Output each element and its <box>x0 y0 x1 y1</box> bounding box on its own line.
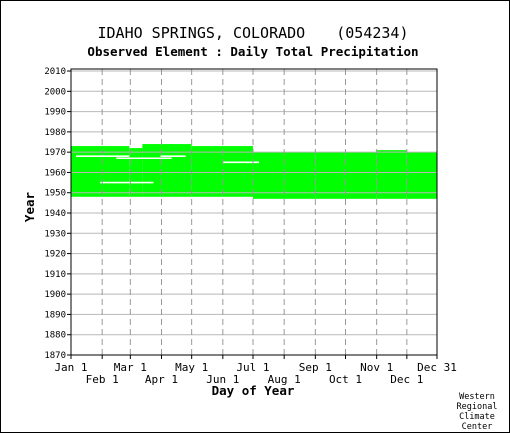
coverage-block-4 <box>191 146 253 197</box>
y-tick-label-1930: 1930 <box>44 229 66 239</box>
credit-line-4: Center <box>462 422 493 432</box>
y-tick-label-1970: 1970 <box>44 148 66 158</box>
chart-title: IDAHO SPRINGS, COLORADO (054234) <box>98 24 409 42</box>
x-tick-label-dec-31: Dec 31 <box>417 361 457 374</box>
x-tick-label-jul-1: Jul 1 <box>236 361 269 374</box>
x-tick-label-apr-1: Apr 1 <box>145 373 178 386</box>
y-tick-label-1890: 1890 <box>44 310 66 320</box>
chart-title-station-name: IDAHO SPRINGS, COLORADO <box>98 24 306 42</box>
coverage-block-autumn <box>315 152 377 199</box>
coverage-area <box>71 144 437 199</box>
coverage-block-3 <box>142 144 192 197</box>
wrcc-credit: Western Regional Climate Center <box>457 392 498 432</box>
x-axis-label: Day of Year <box>212 383 295 398</box>
credit-line-2: Regional <box>457 402 498 412</box>
y-tick-label-2010: 2010 <box>44 67 66 77</box>
x-tick-label-may-1: May 1 <box>175 361 208 374</box>
x-tick-label-mar-1: Mar 1 <box>114 361 147 374</box>
x-tick-label-feb-1: Feb 1 <box>86 373 119 386</box>
coverage-block-6 <box>376 150 407 199</box>
x-tick-label-jan-1: Jan 1 <box>54 361 87 374</box>
y-tick-label-1880: 1880 <box>44 331 66 341</box>
plot-area <box>71 69 437 355</box>
y-tick-label-1990: 1990 <box>44 108 66 118</box>
x-tick-label-jun-1: Jun 1 <box>206 373 239 386</box>
x-axis-ticks: Jan 1 Mar 1 May 1 Jul 1 Sep 1 Nov 1 Dec 31 Feb … <box>54 355 457 386</box>
y-tick-label-1900: 1900 <box>44 290 66 300</box>
y-tick-label-1910: 1910 <box>44 270 66 280</box>
x-tick-label-nov-1: Nov 1 <box>360 361 393 374</box>
plot-background <box>71 69 437 355</box>
credit-line-3: Climate <box>459 412 495 422</box>
coverage-block-1 <box>71 146 130 197</box>
y-tick-label-2000: 2000 <box>44 87 66 97</box>
x-tick-label-aug-1: Aug 1 <box>268 373 301 386</box>
y-axis-label: Year <box>22 191 37 222</box>
chart-subtitle: Observed Element : Daily Total Precipita… <box>87 44 418 59</box>
x-tick-label-oct-1: Oct 1 <box>329 373 362 386</box>
plot-border <box>70 68 438 356</box>
x-tick-label-sep-1: Sep 1 <box>299 361 332 374</box>
y-tick-label-1940: 1940 <box>44 209 66 219</box>
y-tick-label-1870: 1870 <box>44 351 66 361</box>
chart-title-station-id: (054234) <box>336 24 408 42</box>
y-tick-label-1980: 1980 <box>44 128 66 138</box>
grid-lines <box>70 68 438 356</box>
y-axis-ticks: 2010 2000 1990 1980 1970 1960 1950 1940 1930 1920… <box>44 67 71 361</box>
y-tick-label-1920: 1920 <box>44 250 66 260</box>
coverage-block-7 <box>406 152 437 199</box>
credit-line-1: Western <box>459 392 495 402</box>
x-tick-label-dec-1: Dec 1 <box>390 373 423 386</box>
y-tick-label-1960: 1960 <box>44 168 66 178</box>
y-tick-label-1950: 1950 <box>44 189 66 199</box>
